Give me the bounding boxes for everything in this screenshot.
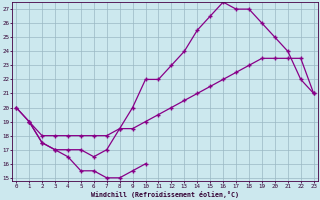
X-axis label: Windchill (Refroidissement éolien,°C): Windchill (Refroidissement éolien,°C) — [91, 191, 239, 198]
